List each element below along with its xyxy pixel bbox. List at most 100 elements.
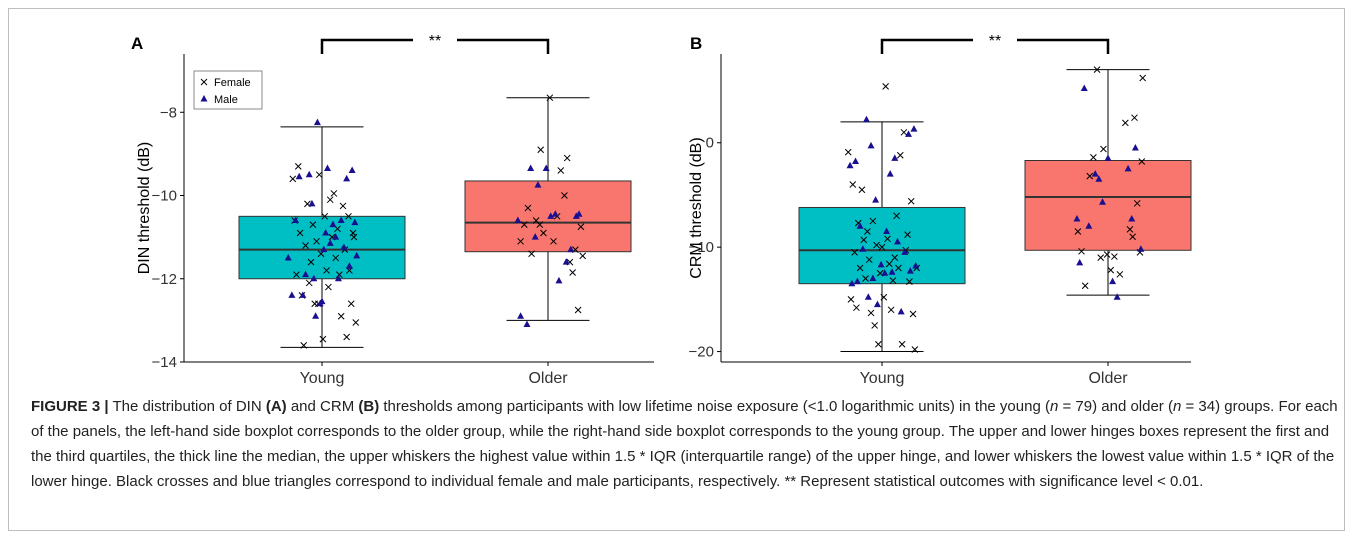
caption-label: FIGURE 3 | — [31, 398, 109, 415]
cross-stroke — [895, 264, 902, 272]
female-point — [293, 271, 300, 278]
female-point — [1081, 282, 1089, 290]
y-axis-label: DIN threshold (dB) — [136, 142, 153, 275]
cross-stroke — [911, 346, 919, 353]
male-point — [345, 262, 353, 269]
cross-stroke — [896, 151, 904, 159]
female-point — [1100, 145, 1107, 153]
cross-stroke — [557, 167, 565, 174]
y-tick-label: −12 — [152, 271, 177, 288]
male-point — [1080, 84, 1088, 91]
male-point — [527, 164, 535, 171]
y-axis-label: CRM threshold (dB) — [688, 137, 705, 278]
cross-stroke — [335, 271, 343, 278]
cross-stroke — [536, 221, 544, 229]
cross-stroke — [300, 341, 308, 349]
female-point — [1086, 172, 1094, 180]
caption-part: thresholds among participants with low l… — [379, 398, 1050, 415]
cross-stroke — [304, 200, 311, 208]
box-iqr — [798, 206, 966, 285]
female-point — [851, 249, 858, 256]
box-older — [464, 97, 632, 321]
cross-stroke — [1086, 172, 1094, 180]
female-point — [540, 229, 547, 237]
cross-stroke — [869, 217, 877, 225]
legend-male-marker — [200, 95, 208, 102]
male-point — [292, 216, 300, 223]
female-point — [343, 333, 351, 341]
female-point — [319, 335, 327, 343]
female-point — [1111, 253, 1118, 260]
male-point — [1124, 164, 1132, 172]
male-point — [547, 212, 555, 219]
box-young — [798, 121, 966, 353]
female-point — [517, 237, 524, 245]
cross-stroke — [334, 225, 341, 233]
cross-stroke — [540, 229, 547, 237]
female-point — [906, 278, 913, 285]
significance-label: ** — [429, 33, 441, 50]
box-iqr — [1024, 159, 1192, 251]
female-point — [893, 212, 900, 220]
cross-stroke — [323, 267, 330, 274]
female-point — [885, 260, 893, 268]
female-point — [1138, 158, 1146, 165]
female-point — [294, 163, 302, 170]
male-point — [1099, 198, 1107, 205]
figure-caption: FIGURE 3 | The distribution of DIN (A) a… — [31, 394, 1343, 494]
caption-part: n — [1172, 398, 1182, 415]
female-point — [1121, 119, 1129, 127]
female-point — [891, 254, 899, 261]
female-point — [849, 181, 857, 188]
female-point — [896, 151, 904, 159]
female-point — [546, 94, 554, 102]
figure-plots: −14 −12 −10 −8 Young Older DIN threshold (dB) A… — [131, 33, 1192, 387]
male-point — [343, 174, 351, 182]
cross-stroke — [293, 271, 300, 278]
female-point — [302, 242, 309, 249]
cross-stroke — [550, 237, 557, 245]
male-point — [312, 312, 320, 319]
female-point — [520, 221, 528, 229]
female-point — [1126, 226, 1134, 233]
cross-stroke — [532, 217, 540, 224]
cross-stroke — [1097, 254, 1105, 261]
male-point — [888, 268, 896, 275]
female-point — [313, 237, 320, 245]
box-iqr — [238, 215, 406, 280]
female-point — [911, 346, 919, 353]
cross-stroke — [844, 148, 852, 156]
cross-stroke — [319, 335, 327, 343]
cross-stroke — [876, 269, 884, 277]
female-point — [900, 128, 908, 136]
cross-stroke — [561, 192, 568, 199]
cross-stroke — [891, 254, 899, 261]
male-point — [320, 245, 328, 253]
female-point — [1078, 247, 1085, 255]
caption-part: n — [1049, 398, 1059, 415]
x-tick-label: Older — [528, 370, 568, 387]
cross-stroke — [1131, 114, 1138, 122]
legend-female-marker — [200, 78, 208, 86]
caption-part: and CRM — [286, 398, 359, 415]
cross-stroke — [339, 202, 347, 210]
female-point — [330, 190, 338, 197]
cross-stroke — [569, 269, 577, 276]
male-point — [1085, 222, 1093, 229]
male-point — [329, 220, 337, 228]
female-point — [579, 252, 587, 260]
female-point — [1129, 233, 1137, 241]
male-point — [872, 196, 880, 203]
female-point — [887, 306, 895, 314]
male-point — [322, 228, 330, 236]
male-point — [906, 267, 914, 274]
female-point — [847, 296, 855, 303]
cross-stroke — [900, 128, 908, 136]
male-point — [551, 210, 559, 217]
female-point — [321, 212, 329, 220]
female-point — [867, 309, 875, 317]
female-point — [307, 258, 315, 266]
y-tick-label: −20 — [689, 344, 714, 361]
female-point — [1103, 251, 1111, 258]
caption-part: (B) — [358, 398, 380, 415]
